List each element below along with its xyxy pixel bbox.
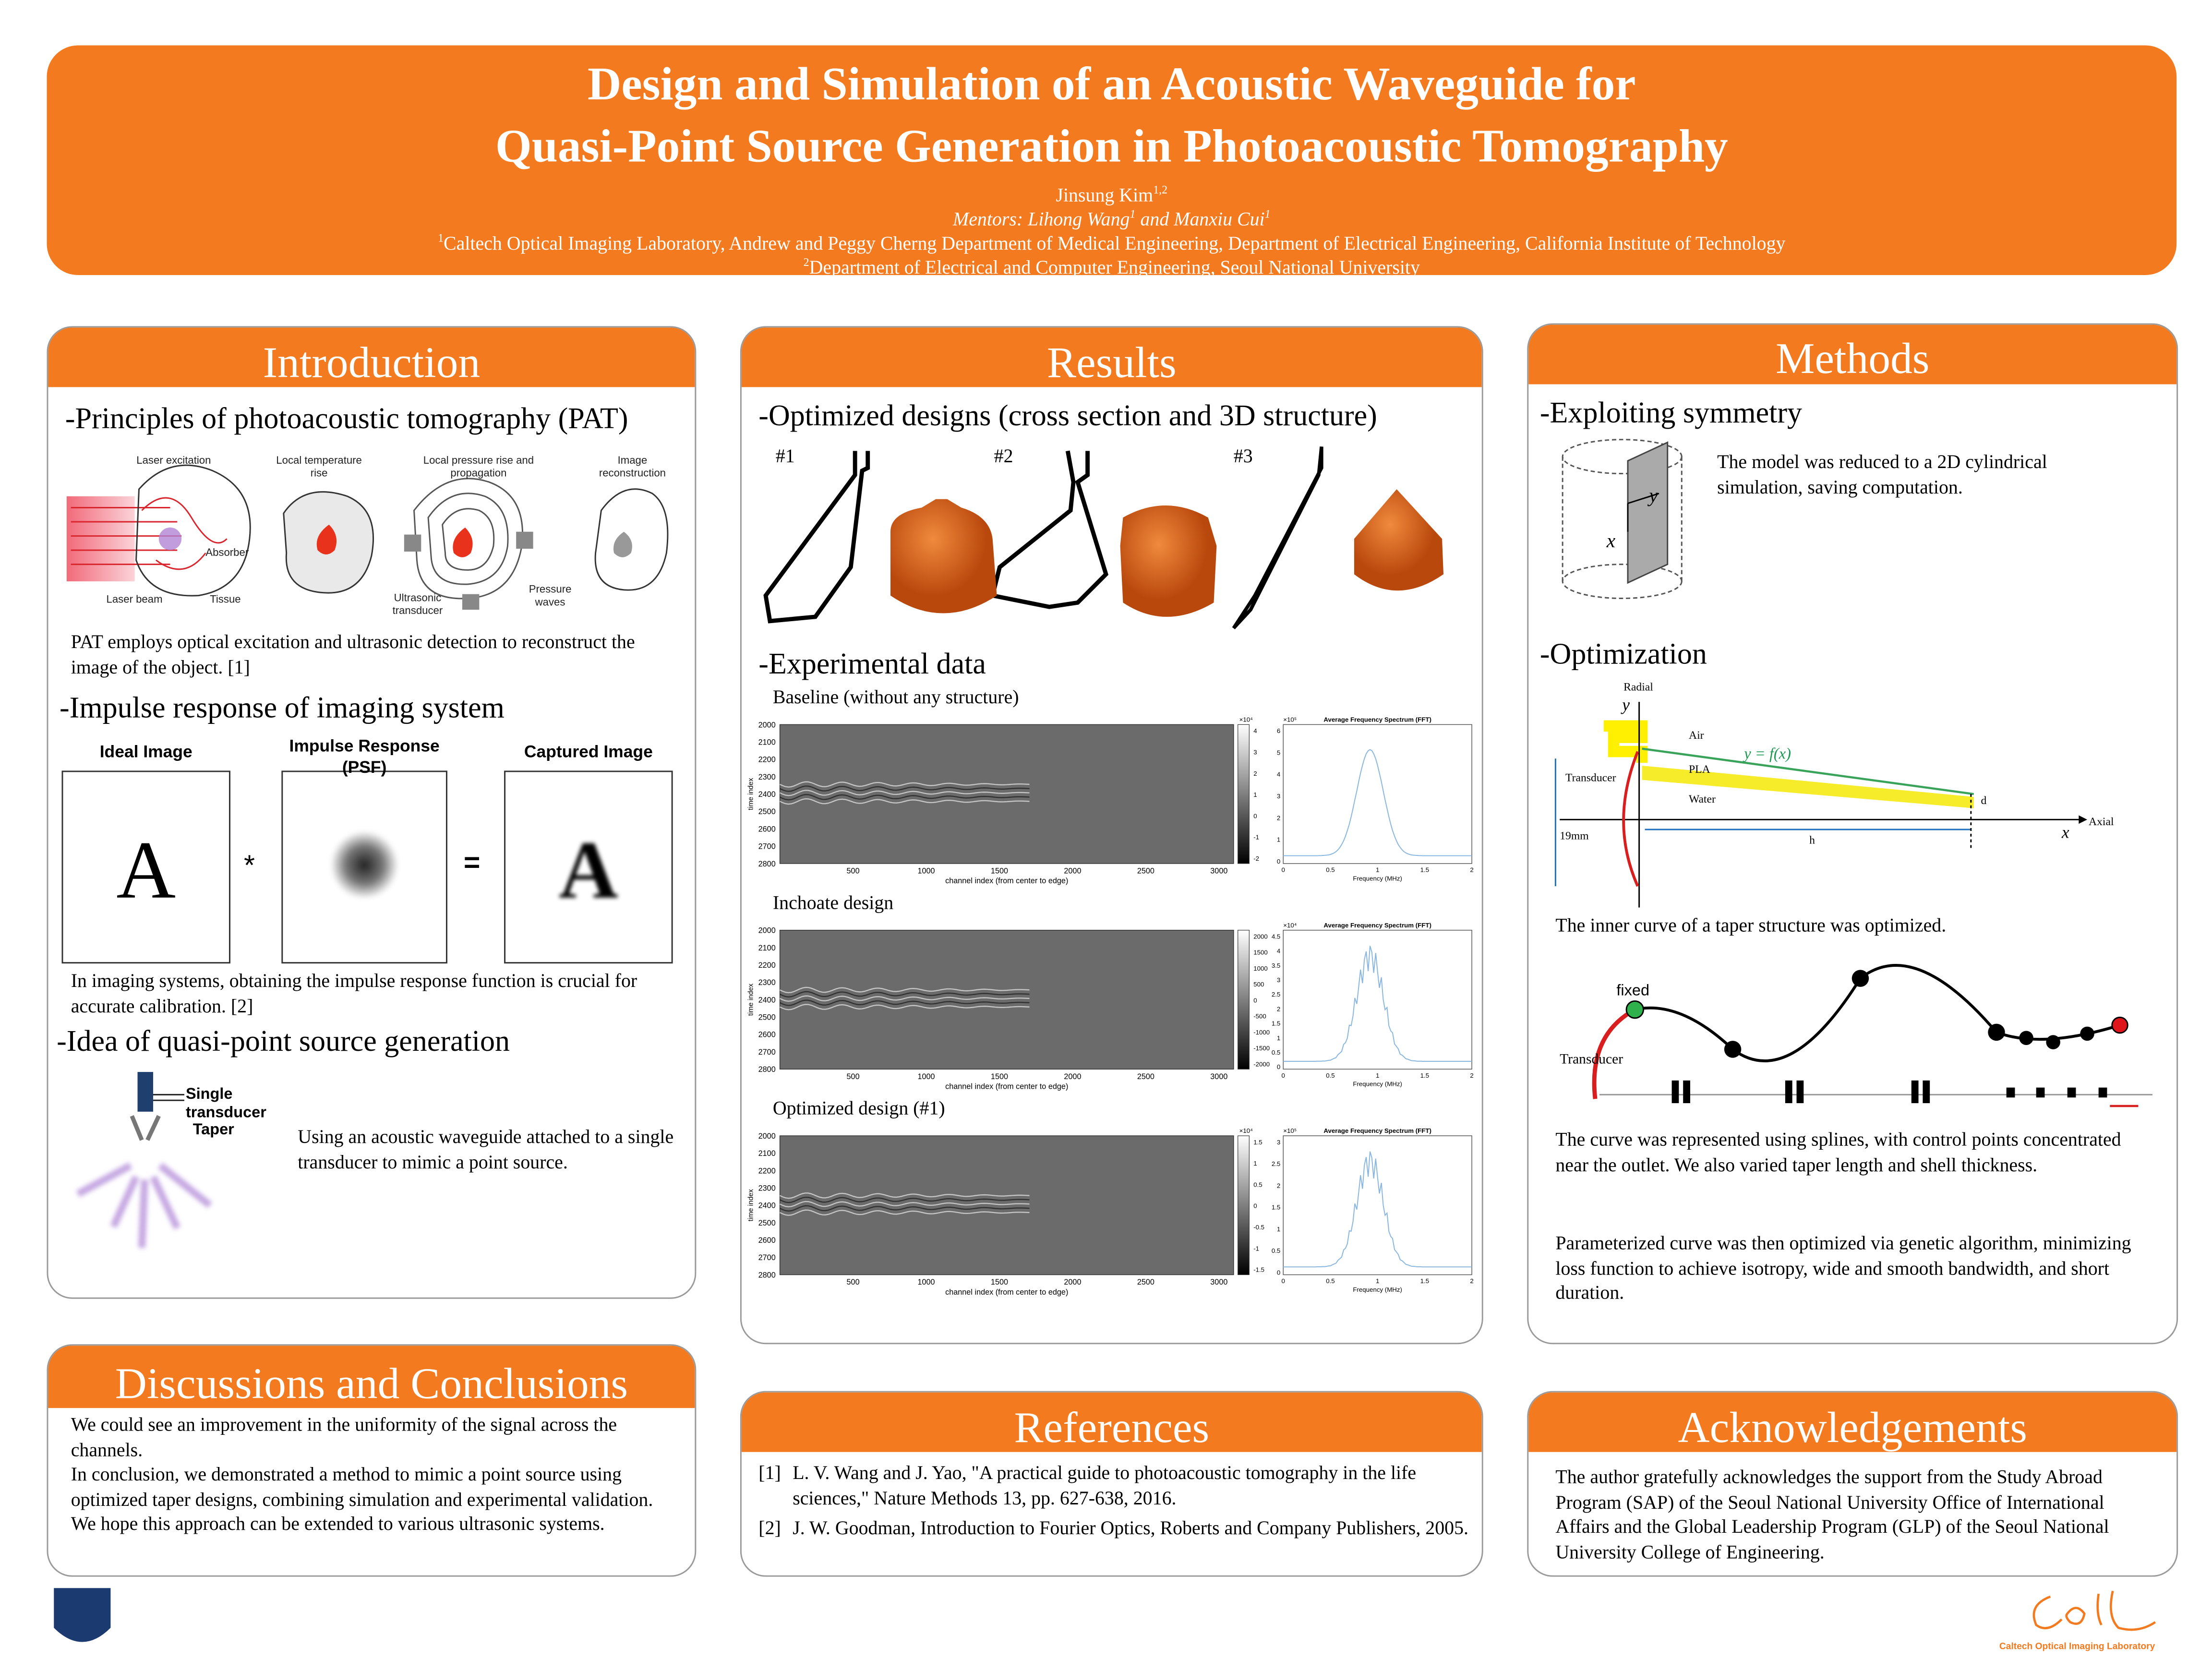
sup: 2: [803, 256, 809, 269]
sup: 1: [1130, 207, 1136, 221]
diagram-label: y: [1622, 695, 1630, 715]
subheading: -Impulse response of imaging system: [60, 690, 505, 725]
paragraph: In imaging systems, obtaining the impuls…: [71, 970, 637, 1016]
title-line: Quasi-Point Source Generation in Photoac…: [495, 122, 1728, 173]
figure-label: Taper: [192, 1121, 234, 1139]
figure-label: Laser excitation: [136, 454, 211, 467]
figure-label: Ideal Image: [99, 741, 192, 762]
section-heading: Acknowledgements: [1528, 1392, 2177, 1452]
diagram-label: y = f(x): [1744, 745, 1791, 763]
sup: 1: [438, 231, 444, 245]
subheading: -Experimental data: [758, 646, 986, 681]
paragraph: The model was reduced to a 2D cylindrica…: [1717, 451, 2047, 497]
figure-label: Image reconstruction: [599, 454, 666, 480]
figure-label: Local temperature rise: [276, 454, 362, 480]
paragraph: In conclusion, we demonstrated a method …: [71, 1463, 653, 1535]
reference-number: [2]: [758, 1517, 781, 1539]
subheading: -Exploiting symmetry: [1539, 396, 1803, 430]
diagram-label: x: [2061, 822, 2069, 842]
acknowledgements-panel: Acknowledgements: [1527, 1391, 2178, 1577]
design-label: #1: [775, 445, 795, 467]
diagram-label: Water: [1689, 793, 1716, 805]
sup: 1,2: [1153, 183, 1168, 197]
discussions-panel: Discussions and Conclusions: [47, 1344, 697, 1577]
section-heading: Discussions and Conclusions: [48, 1346, 695, 1408]
mentor: and Manxiu Cui: [1135, 208, 1265, 230]
diagram-label: Air: [1689, 729, 1704, 742]
paragraph: The inner curve of a taper structure was…: [1555, 914, 1947, 936]
figure-label: Local pressure rise and propagation: [423, 454, 534, 480]
results-panel: Results: [740, 326, 1483, 1345]
figure-label: Absorber: [205, 546, 249, 559]
diagram-label: fixed: [1616, 983, 1650, 1000]
operator: *: [244, 851, 255, 882]
paragraph: The curve was represented using splines,…: [1555, 1129, 2121, 1175]
subheading: -Idea of quasi-point source generation: [57, 1023, 510, 1058]
diagram-label: PLA: [1689, 763, 1710, 776]
diagram-label: Axial: [2089, 815, 2114, 829]
snu-logo: [54, 1588, 111, 1642]
affiliation-text: Department of Electrical and Computer En…: [809, 256, 1420, 278]
figure-label: Ultrasonic transducer: [392, 591, 443, 617]
figure-label: Tissue: [210, 592, 241, 606]
operator: =: [463, 848, 481, 879]
axis-label: y: [1649, 486, 1658, 508]
logo-caption: Caltech Optical Imaging Laboratory: [1999, 1642, 2155, 1652]
reference: J. W. Goodman, Introduction to Fourier O…: [793, 1517, 1468, 1539]
plot-label: Baseline (without any structure): [772, 686, 1019, 708]
paragraph: We could see an improvement in the unifo…: [71, 1413, 617, 1460]
section-heading: Methods: [1528, 325, 2177, 385]
reference-number: [1]: [758, 1462, 781, 1483]
authors: Jinsung Kim1,2 Mentors: Lihong Wang1 and…: [47, 183, 2176, 279]
diagram-label: Radial: [1623, 680, 1653, 694]
title-line: Design and Simulation of an Acoustic Wav…: [587, 60, 1636, 111]
section-heading: References: [741, 1392, 1482, 1452]
design-label: #2: [994, 445, 1013, 467]
section-heading: Results: [741, 327, 1482, 387]
coil-logo-mark: [2032, 1590, 2156, 1631]
diagram-label: Transducer: [1565, 771, 1616, 784]
axis-label: x: [1606, 531, 1616, 553]
glyph: A: [558, 824, 618, 916]
subheading: -Optimization: [1539, 637, 1707, 671]
plot-label: Optimized design (#1): [772, 1097, 945, 1119]
paragraph: Using an acoustic waveguide attached to …: [298, 1126, 674, 1172]
sup: 1: [1264, 207, 1271, 221]
glyph: A: [116, 824, 176, 916]
figure-label: Laser beam: [106, 592, 163, 606]
figure-label: Pressure waves: [529, 583, 572, 609]
affiliation: 1Caltech Optical Imaging Laboratory, And…: [47, 231, 2176, 255]
mentors: Mentors: Lihong Wang1 and Manxiu Cui1: [47, 207, 2176, 231]
figure-label: Captured Image: [524, 741, 653, 762]
diagram-label: Transducer: [1560, 1052, 1623, 1068]
paragraph: Parameterized curve was then optimized v…: [1555, 1232, 2131, 1303]
plot-label: Inchoate design: [772, 891, 894, 914]
reference: L. V. Wang and J. Yao, "A practical guid…: [793, 1462, 1417, 1508]
figure-label: Single transducer: [185, 1086, 266, 1122]
mentor: Mentors: Lihong Wang: [952, 208, 1130, 230]
figure-label: Impulse Response (PSF): [289, 736, 440, 777]
title: Design and Simulation of an Acoustic Wav…: [47, 54, 2176, 179]
header: Design and Simulation of an Acoustic Wav…: [47, 45, 2177, 279]
subheading: -Optimized designs (cross section and 3D…: [758, 398, 1377, 433]
diagram-label: h: [1809, 833, 1815, 847]
paragraph: PAT employs optical excitation and ultra…: [71, 631, 635, 677]
affiliation-text: Caltech Optical Imaging Laboratory, Andr…: [444, 232, 1786, 254]
author-name: Jinsung Kim: [1056, 184, 1154, 206]
subheading: -Principles of photoacoustic tomography …: [65, 401, 628, 435]
paragraph: The author gratefully acknowledges the s…: [1555, 1466, 2109, 1562]
section-heading: Introduction: [48, 327, 695, 387]
design-label: #3: [1233, 445, 1253, 467]
diagram-label: 19mm: [1560, 829, 1589, 842]
author: Jinsung Kim1,2: [47, 183, 2176, 207]
affiliation: 2Department of Electrical and Computer E…: [47, 255, 2176, 279]
references-panel: References: [740, 1391, 1483, 1577]
diagram-label: d: [1981, 794, 1987, 807]
